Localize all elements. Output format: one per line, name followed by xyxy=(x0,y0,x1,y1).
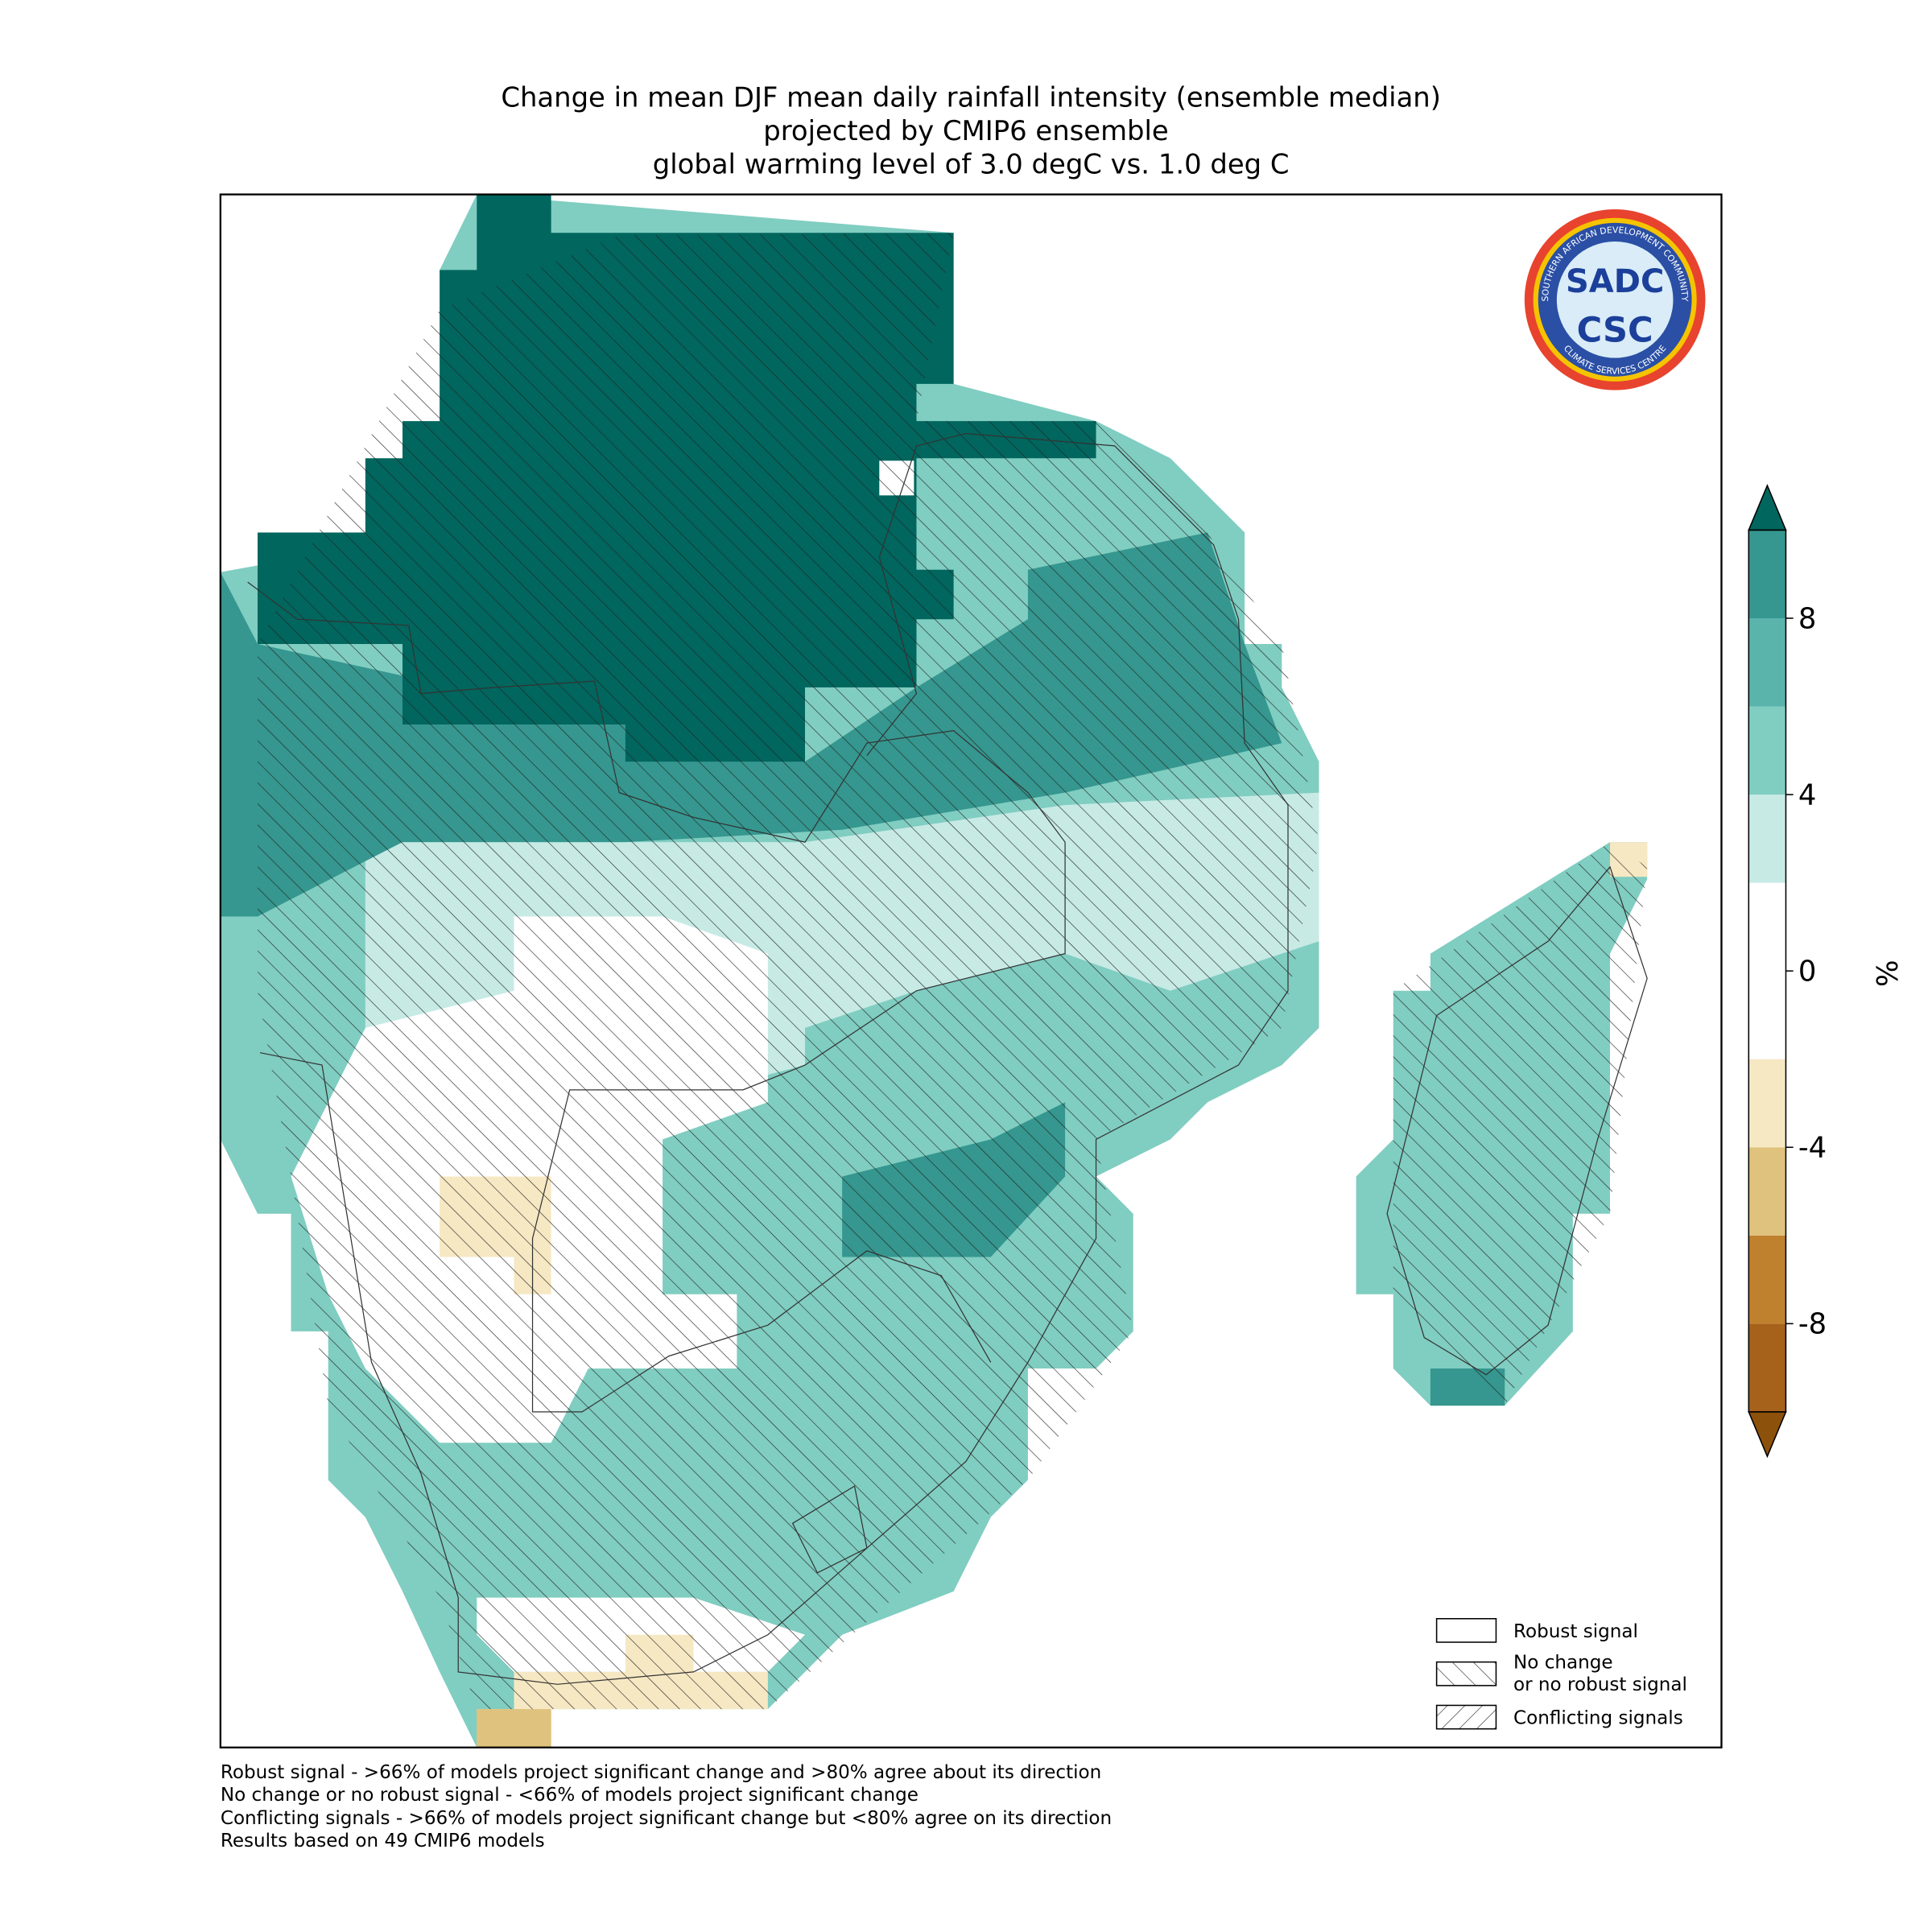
colorbar-extend-under xyxy=(1748,1411,1787,1459)
legend-swatch xyxy=(1435,1661,1497,1686)
colorbar-segment xyxy=(1748,1323,1786,1412)
legend-label: Conflicting signals xyxy=(1513,1708,1683,1729)
map-frame xyxy=(219,193,1723,1748)
colorbar-tick-label: -8 xyxy=(1798,1308,1827,1341)
logo-text: SADC xyxy=(1566,263,1664,300)
colorbar-tick-label: 8 xyxy=(1798,602,1817,635)
legend-label: Robust signal xyxy=(1513,1621,1638,1642)
legend-swatch xyxy=(1435,1704,1497,1730)
coastline xyxy=(247,432,1648,1685)
footnote: Conflicting signals - >66% of models pro… xyxy=(221,1808,1112,1829)
colorbar-segment xyxy=(1748,795,1786,883)
colorbar-segment xyxy=(1748,706,1786,795)
colorbar: -8 -4 0 4 8% xyxy=(1748,484,1905,1459)
footnotes: Robust signal - >66% of models project s… xyxy=(221,1762,1112,1852)
footnote: No change or no robust signal - <66% of … xyxy=(221,1785,919,1806)
colorbar-segment xyxy=(1748,530,1786,618)
hatch-area xyxy=(258,233,1319,1710)
title-line: projected by CMIP6 ensemble xyxy=(763,115,1168,147)
legend-swatch xyxy=(1435,1618,1497,1643)
title-line: Change in mean DJF mean daily rainfall i… xyxy=(501,81,1441,113)
colorbar-segment xyxy=(1748,971,1786,1059)
colorbar-extend-over xyxy=(1748,484,1787,531)
legend: Robust signal No change or no robust sign… xyxy=(1435,1618,1687,1730)
map xyxy=(220,194,1648,1748)
legend-line: or no robust signal xyxy=(1513,1674,1687,1695)
cell xyxy=(477,1709,551,1748)
logo: SADC CSC SOUTHERN AFRICAN DEVELOPMENT CO… xyxy=(1524,209,1706,390)
logo-text: CSC xyxy=(1577,311,1653,351)
colorbar-frame xyxy=(1748,529,1787,1413)
logo-disc xyxy=(1556,242,1674,358)
legend-line: No change xyxy=(1513,1652,1613,1673)
colorbar-segment xyxy=(1748,882,1786,972)
colorbar-segment xyxy=(1748,1235,1786,1324)
title-line: global warming level of 3.0 degC vs. 1.0… xyxy=(653,148,1290,180)
colorbar-segment xyxy=(1748,618,1786,707)
hatch-area xyxy=(1393,842,1648,1406)
colorbar-tick-label: -4 xyxy=(1798,1132,1827,1165)
colorbar-segment xyxy=(1748,1059,1786,1148)
footnote: Results based on 49 CMIP6 models xyxy=(221,1831,545,1852)
footnote: Robust signal - >66% of models project s… xyxy=(221,1762,1101,1783)
legend-label: No change or no robust signal xyxy=(1513,1652,1687,1695)
colorbar-label: % xyxy=(1872,960,1905,987)
colorbar-tick-label: 4 xyxy=(1798,778,1817,811)
colorbar-tick-label: 0 xyxy=(1798,955,1817,988)
colorbar-segment xyxy=(1748,1147,1786,1236)
